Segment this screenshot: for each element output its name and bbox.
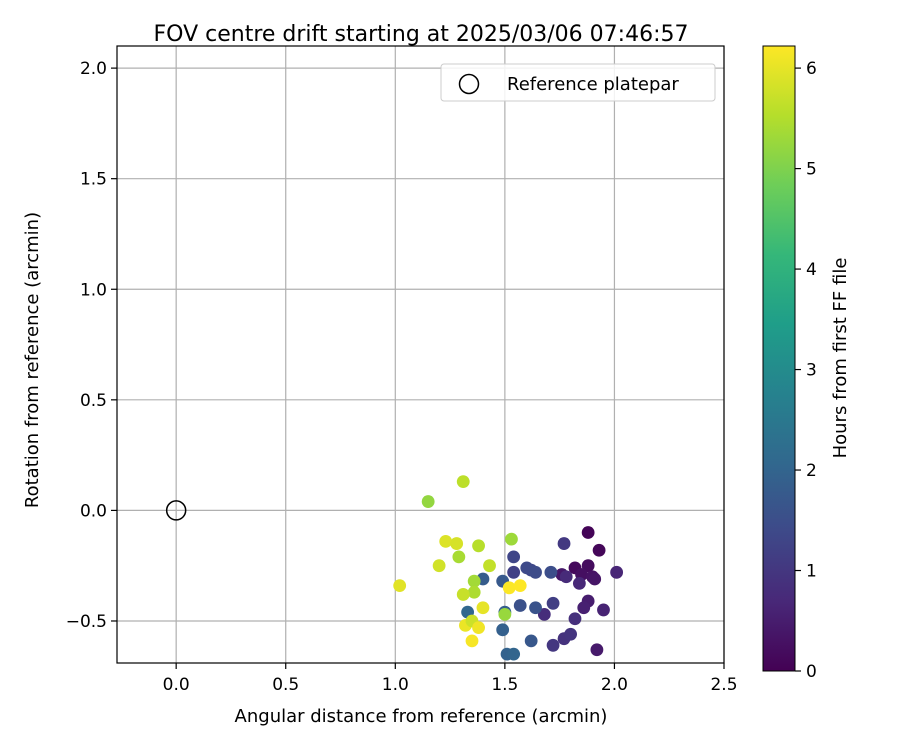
chart-title: FOV centre drift starting at 2025/03/06 … <box>154 22 689 47</box>
reference-marker <box>165 500 187 521</box>
data-point <box>572 576 586 590</box>
data-point <box>505 532 518 546</box>
x-tick-label: 2.5 <box>710 675 737 695</box>
data-point <box>467 585 481 599</box>
y-axis-label: Rotation from reference (arcmin) <box>22 212 43 508</box>
y-tick-label: 0.0 <box>80 501 107 521</box>
data-points <box>393 475 624 661</box>
data-point <box>529 565 542 579</box>
data-point <box>476 601 490 615</box>
reference-platepar-point <box>165 500 187 521</box>
colorbar-ticks: 0 1 2 3 4 5 6 <box>795 59 817 682</box>
data-point <box>439 534 453 548</box>
legend: Reference platepar <box>440 63 716 102</box>
data-point <box>559 570 573 584</box>
y-tick-label: 0.5 <box>80 391 107 411</box>
grid-lines <box>117 46 725 663</box>
colorbar-tick-label: 0 <box>806 662 817 682</box>
x-tick-label: 2.0 <box>601 675 628 695</box>
data-point <box>507 565 521 579</box>
y-tick-label: 1.5 <box>80 170 107 190</box>
colorbar-tick-label: 3 <box>806 361 817 381</box>
data-point <box>496 623 510 637</box>
x-axis-ticks: 0.0 0.5 1.0 1.5 2.0 2.5 <box>163 663 738 695</box>
data-point <box>564 627 578 641</box>
data-point <box>483 559 496 573</box>
data-point <box>432 559 446 573</box>
data-point <box>507 647 521 661</box>
data-point <box>546 596 560 610</box>
data-point <box>537 607 551 621</box>
colorbar-tick-label: 1 <box>806 562 817 582</box>
data-point <box>577 601 591 615</box>
data-point <box>393 579 407 592</box>
colorbar-tick-label: 6 <box>806 59 817 79</box>
data-point <box>546 638 560 652</box>
data-point <box>467 574 481 588</box>
data-point <box>610 565 624 579</box>
legend-reference-label: Reference platepar <box>507 74 679 95</box>
data-point <box>465 634 479 648</box>
x-tick-label: 0.5 <box>272 675 299 695</box>
data-point <box>472 621 485 635</box>
x-axis-label: Angular distance from reference (arcmin) <box>235 706 608 727</box>
data-point <box>513 579 527 592</box>
y-tick-label: 2.0 <box>80 59 107 79</box>
data-point <box>498 607 512 621</box>
data-point <box>456 475 470 489</box>
data-point <box>450 537 464 550</box>
data-point <box>502 581 516 595</box>
data-point <box>597 603 610 617</box>
data-point <box>581 559 595 573</box>
data-point <box>568 612 582 626</box>
data-point <box>581 526 595 539</box>
colorbar-tick-label: 2 <box>806 461 817 481</box>
y-tick-label: 1.0 <box>80 280 107 300</box>
colorbar-label: Hours from first FF file <box>830 258 851 459</box>
legend-box <box>440 63 716 102</box>
y-tick-label: −0.5 <box>66 612 107 632</box>
colorbar: 0 1 2 3 4 5 6 Hours from first FF file <box>762 45 851 682</box>
data-point <box>472 539 485 553</box>
x-tick-label: 1.0 <box>382 675 409 695</box>
colorbar-tick-label: 5 <box>806 160 817 180</box>
data-point <box>513 599 527 612</box>
data-point <box>452 550 466 564</box>
data-point <box>592 543 606 557</box>
data-point <box>529 601 542 615</box>
data-point <box>456 588 470 601</box>
data-point <box>557 537 571 550</box>
plot-frame <box>116 45 725 664</box>
x-tick-label: 1.5 <box>491 675 518 695</box>
data-point <box>590 643 604 657</box>
colorbar-tick-label: 4 <box>806 260 817 280</box>
data-point <box>421 495 435 508</box>
data-point <box>588 572 602 586</box>
x-tick-label: 0.0 <box>163 675 190 695</box>
colorbar-gradient <box>762 45 796 672</box>
y-axis-ticks: −0.5 0.0 0.5 1.0 1.5 2.0 <box>66 59 117 632</box>
data-point <box>524 634 538 648</box>
data-point <box>544 565 558 579</box>
legend-reference-marker <box>458 73 480 95</box>
data-point <box>507 550 521 564</box>
